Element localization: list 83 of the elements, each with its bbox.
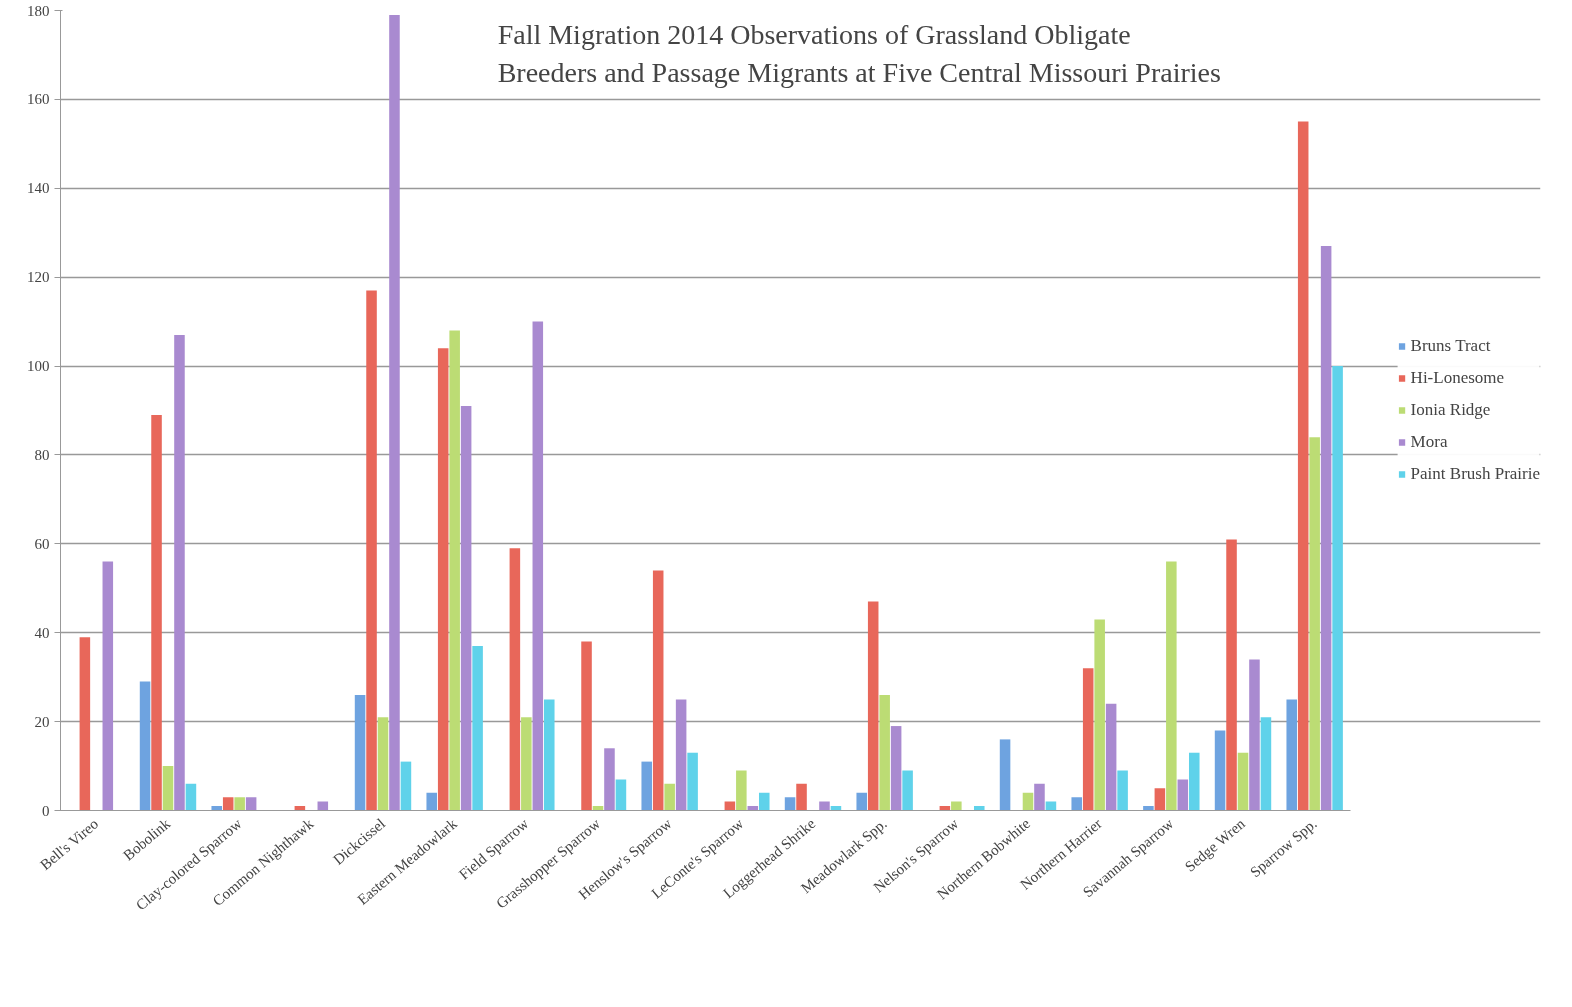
bar <box>1260 717 1272 811</box>
bar <box>1154 788 1166 811</box>
bar <box>973 806 985 811</box>
bar <box>784 797 796 811</box>
bar <box>736 770 747 811</box>
bar <box>521 717 532 811</box>
y-tick-label: 20 <box>34 713 50 730</box>
bar <box>1105 703 1117 811</box>
bar <box>79 637 91 811</box>
bar <box>1309 437 1320 811</box>
bar <box>509 548 521 811</box>
bar <box>366 290 377 811</box>
bar <box>472 646 483 811</box>
bar <box>1034 783 1045 811</box>
bar <box>532 321 544 811</box>
legend-label: Bruns Tract <box>1410 336 1491 356</box>
bar <box>460 406 472 811</box>
y-tick-label: 40 <box>34 624 50 641</box>
bar <box>102 561 114 811</box>
legend-label: Mora <box>1410 432 1448 452</box>
y-tick-label: 160 <box>27 91 50 108</box>
bar <box>1166 561 1177 811</box>
bar <box>211 806 223 811</box>
bar <box>1094 619 1105 811</box>
bar <box>652 570 664 811</box>
bar <box>1297 121 1309 811</box>
bar <box>1249 659 1260 811</box>
bar <box>245 797 257 811</box>
bar <box>449 330 460 811</box>
bar <box>1237 752 1249 811</box>
bar <box>1177 779 1189 811</box>
bar <box>400 761 412 811</box>
legend-label: Hi-Lonesome <box>1410 368 1505 388</box>
bar <box>1071 797 1083 811</box>
bar <box>1188 752 1200 811</box>
bar <box>437 348 449 811</box>
bar <box>185 783 197 811</box>
bar <box>389 14 400 811</box>
bar <box>758 792 770 811</box>
bar <box>1226 539 1237 811</box>
bar <box>174 334 185 811</box>
bar <box>1082 668 1094 811</box>
bar <box>641 761 653 811</box>
bar <box>1143 806 1154 811</box>
y-tick-label: 180 <box>27 2 50 19</box>
bar <box>151 414 162 811</box>
bar <box>1022 792 1034 811</box>
y-tick-label: 80 <box>34 446 50 463</box>
y-tick-label: 60 <box>34 535 50 552</box>
bar <box>856 792 868 811</box>
legend-label: Paint Brush Prairie <box>1410 464 1540 484</box>
bar <box>951 801 962 811</box>
bar <box>867 601 879 811</box>
bar <box>615 779 627 811</box>
bar <box>879 694 890 811</box>
bar <box>354 694 366 811</box>
y-tick-label: 120 <box>27 269 50 286</box>
bar <box>999 739 1011 811</box>
y-tick-label: 100 <box>27 358 50 375</box>
bar <box>675 699 687 811</box>
y-tick-label: 140 <box>27 180 50 197</box>
bar <box>664 783 675 811</box>
bar <box>543 699 555 811</box>
bar <box>902 770 913 811</box>
bar <box>581 641 592 811</box>
bar <box>234 797 245 811</box>
bar <box>222 797 234 811</box>
bar <box>687 752 698 811</box>
bar <box>1117 770 1128 811</box>
bar <box>139 681 151 811</box>
bar <box>377 717 389 811</box>
bar <box>1320 246 1332 811</box>
bar <box>426 792 438 811</box>
bar <box>162 766 174 811</box>
bar <box>1214 730 1226 811</box>
legend-label: Ionia Ridge <box>1410 400 1491 420</box>
text: Fall Migration 2014 Observations of Grassland Obligate Breeders and Passage Migrants at Five Central Missouri Prairies <box>497 19 1221 88</box>
bar <box>819 801 830 811</box>
bar <box>890 726 902 811</box>
bar <box>796 783 807 811</box>
bar <box>1332 366 1343 811</box>
bar <box>604 748 615 811</box>
bar <box>1286 699 1298 811</box>
